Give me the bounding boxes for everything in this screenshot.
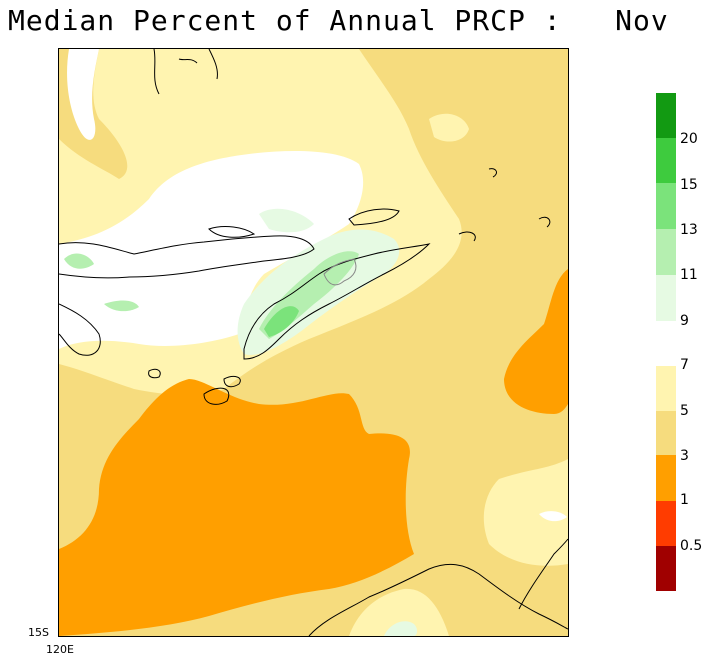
legend-colorbar — [656, 93, 676, 591]
coastlines — [59, 49, 568, 636]
legend-swatch-3-5 — [656, 411, 676, 455]
legend-label-0.5: 0.5 — [680, 538, 703, 554]
white-region-core — [59, 151, 364, 349]
orange-region-south — [59, 379, 414, 636]
legend-swatch-20-plus — [656, 93, 676, 138]
legend-swatch-9-11 — [656, 275, 676, 321]
sumbawa-outline — [59, 303, 101, 356]
legend-swatch-5-7 — [656, 366, 676, 411]
wetar-outline — [348, 208, 400, 226]
timor-border — [323, 258, 357, 286]
australia-coast-outline — [308, 563, 568, 636]
light-green-patch-mid — [104, 300, 139, 312]
legend-swatch-below-0.5 — [656, 546, 676, 591]
alor-outline — [208, 226, 256, 238]
legend-swatch-11-13 — [656, 229, 676, 275]
flores-island-outline — [59, 235, 315, 279]
precip-map — [58, 48, 569, 637]
orange-region-east — [504, 269, 568, 414]
legend-swatch-0.5-1 — [656, 501, 676, 546]
white-patch-southeast — [539, 511, 567, 522]
savu-outline — [148, 368, 161, 379]
rote-outline — [223, 376, 241, 388]
map-title: Median Percent of Annual PRCP : Nov — [8, 4, 669, 37]
legend-label-5: 5 — [680, 403, 689, 419]
latitude-label: 15S — [28, 626, 49, 639]
legend-label-7: 7 — [680, 357, 689, 373]
north-islands-outline — [153, 49, 218, 95]
legend-label-13: 13 — [680, 222, 698, 238]
timor-outline — [243, 243, 431, 360]
longitude-label: 120E — [46, 643, 74, 656]
light-green-patch-west — [64, 253, 94, 269]
light-yellow-region-southeast — [483, 459, 568, 566]
legend-swatch-13-15 — [656, 183, 676, 229]
legend-swatch-7-9 — [656, 321, 676, 366]
legend-label-11: 11 — [680, 267, 698, 283]
pale-green-patch-south — [384, 621, 418, 636]
pale-green-region-north — [259, 208, 314, 233]
white-region-north — [67, 49, 99, 140]
islet-outline-1 — [203, 387, 230, 405]
legend-label-9: 9 — [680, 313, 689, 329]
legend-swatch-1-3 — [656, 455, 676, 501]
light-yellow-region-northeast — [429, 113, 469, 142]
australia-coast-east — [518, 538, 568, 610]
legend-label-15: 15 — [680, 177, 698, 193]
mid-green-patch — [264, 306, 299, 337]
light-yellow-region-south — [349, 588, 449, 636]
banda-islets-outline — [458, 168, 551, 242]
legend-label-20: 20 — [680, 131, 698, 147]
legend-label-3: 3 — [680, 448, 689, 464]
legend-swatch-15-20 — [656, 138, 676, 183]
map-canvas — [59, 49, 568, 636]
legend-label-1: 1 — [680, 492, 689, 508]
